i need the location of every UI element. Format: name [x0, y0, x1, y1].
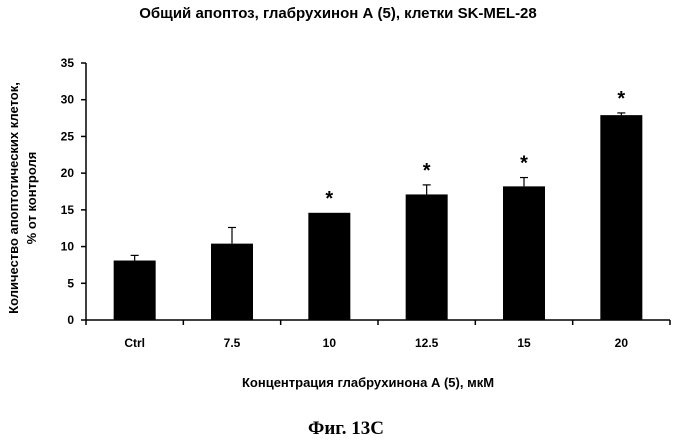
bar: [114, 261, 156, 320]
x-tick-label: 20: [615, 336, 629, 350]
x-axis-label: Концентрация глабрухинона А (5), мкМ: [242, 375, 494, 390]
y-axis-label-line-1: Количество апоптотических клеток,: [6, 82, 21, 314]
y-tick-label: 20: [61, 166, 75, 180]
y-axis-label: Количество апоптотических клеток, % от к…: [6, 82, 39, 314]
y-tick-label: 0: [67, 313, 74, 327]
x-tick-label: 12.5: [415, 336, 439, 350]
significance-marker: *: [617, 88, 625, 110]
x-tick-label: 7.5: [224, 336, 241, 350]
y-tick-label: 15: [61, 203, 75, 217]
bar: [503, 186, 545, 320]
y-tick-label: 10: [61, 240, 75, 254]
bar: [308, 213, 350, 320]
y-tick-label: 30: [61, 93, 75, 107]
bar: [406, 194, 448, 320]
figure-caption: Фиг. 13C: [308, 418, 384, 439]
y-tick-label: 25: [61, 129, 75, 143]
y-tick-label: 35: [61, 56, 75, 70]
x-tick-label: 10: [323, 336, 337, 350]
x-tick-label: 15: [517, 336, 531, 350]
y-axis-label-line-2: % от контроля: [24, 152, 39, 245]
bar: [211, 244, 253, 320]
significance-marker: *: [423, 160, 431, 182]
y-tick-label: 5: [67, 276, 74, 290]
plot-area: 0 5 10 15 20 25 30 35 Ctrl 7.5 * 10 * 12.5 * 15 * 20: [61, 56, 670, 350]
chart-title: Общий апоптоз, глабрухинон А (5), клетки…: [139, 5, 537, 22]
significance-marker: *: [325, 188, 333, 210]
bar: [600, 115, 642, 320]
x-tick-label: Ctrl: [124, 336, 145, 350]
significance-marker: *: [520, 153, 528, 175]
